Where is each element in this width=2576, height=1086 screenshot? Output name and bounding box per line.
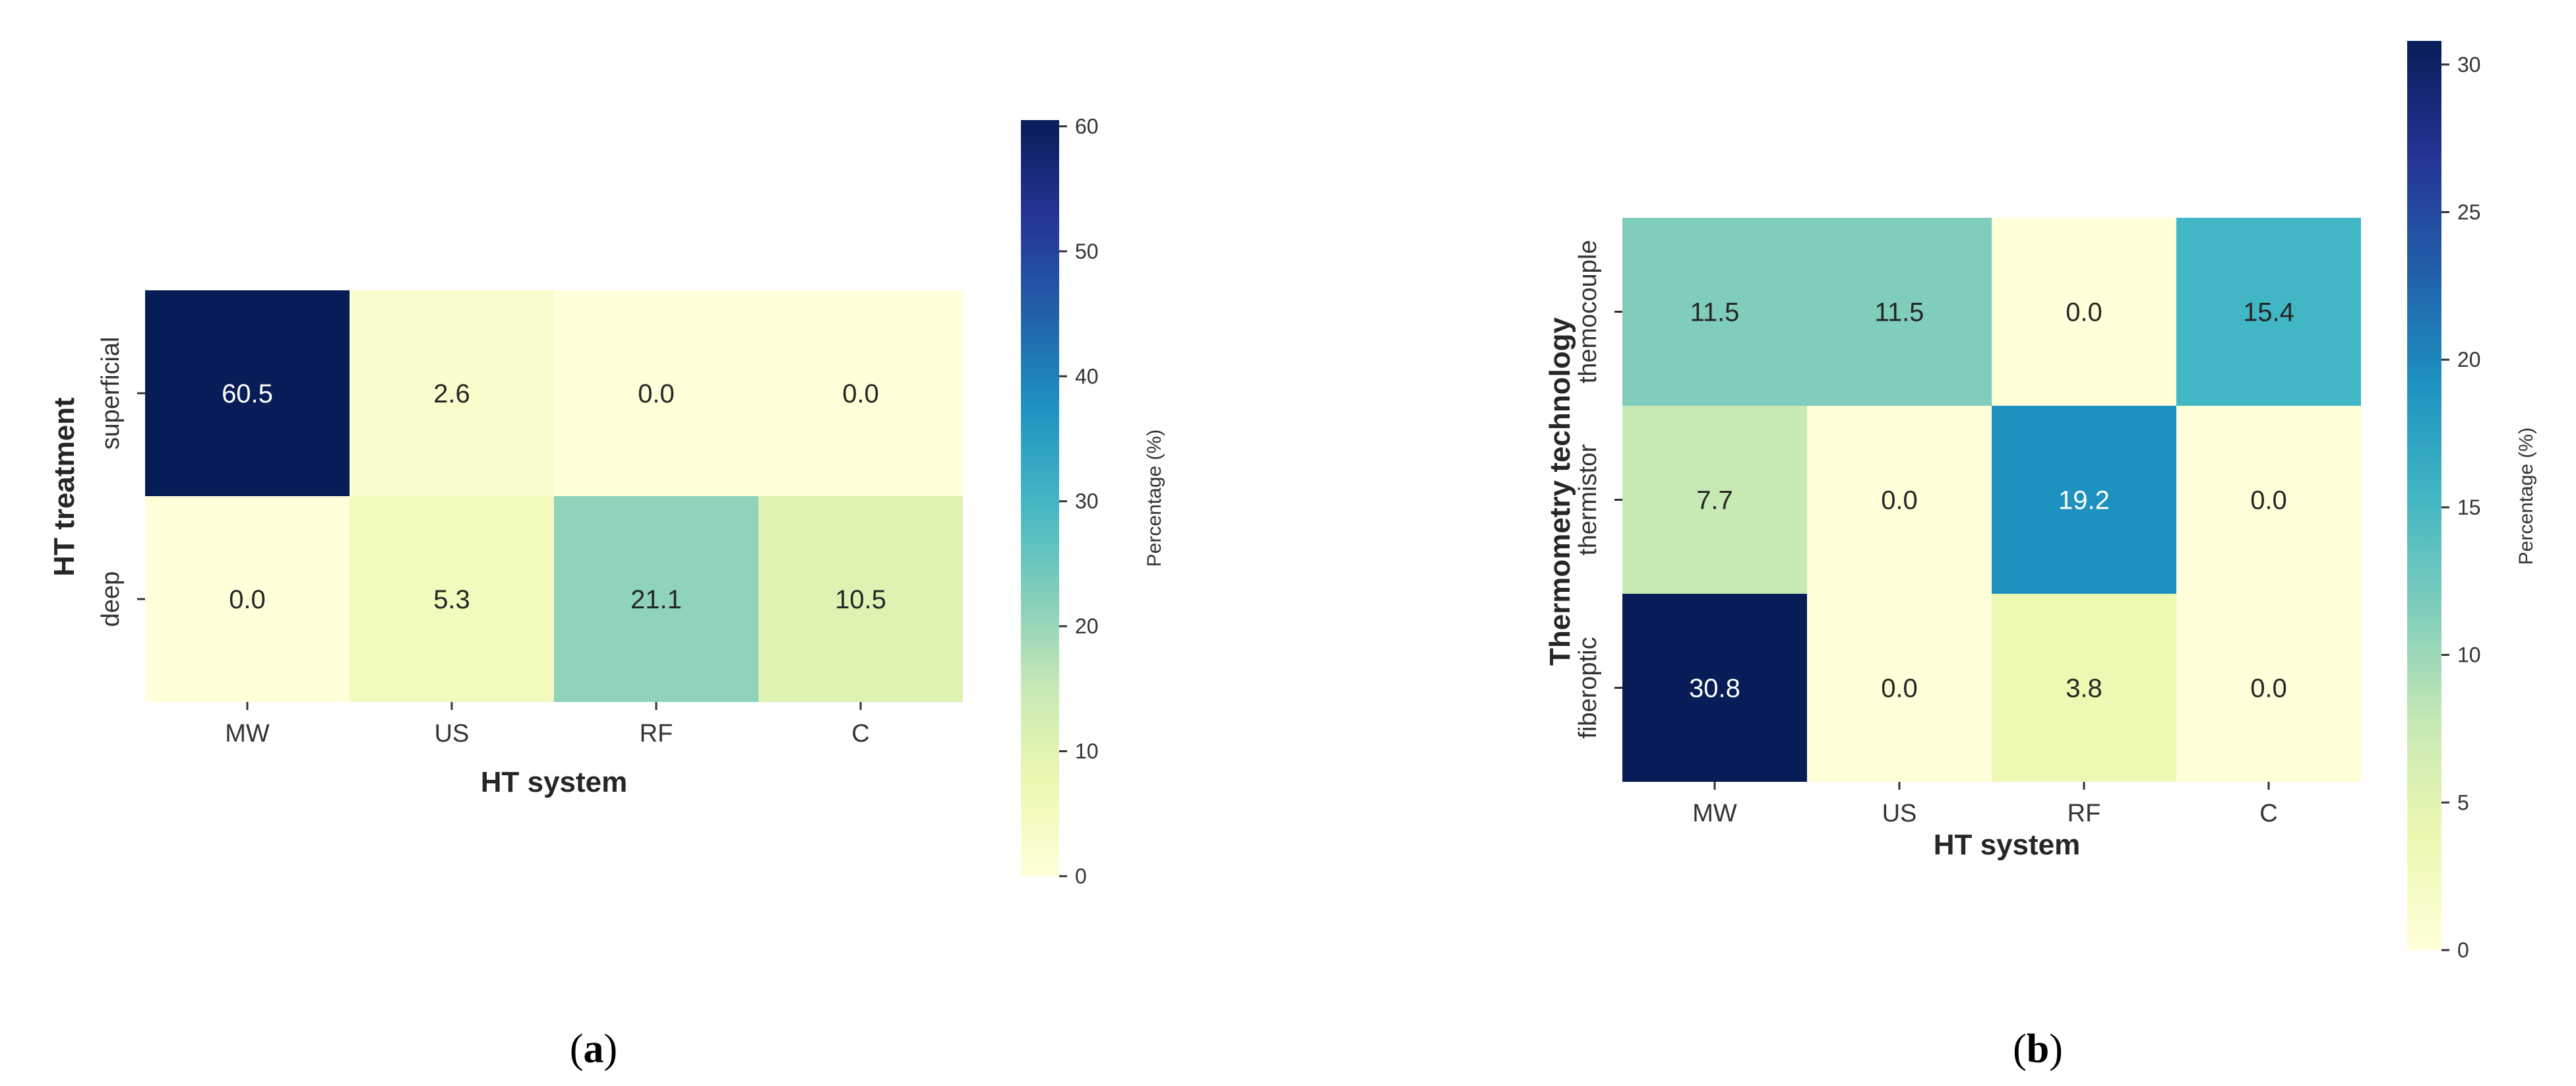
heatmap-b-colorbar-tick-label: 10 bbox=[2457, 643, 2481, 667]
heatmap-a-x-tick-label: RF bbox=[640, 720, 673, 748]
heatmap-b-cell-value: 0.0 bbox=[1881, 486, 1918, 515]
heatmap-a-x-tick-label: US bbox=[435, 720, 470, 748]
heatmap-a-y-tick-label: deep bbox=[97, 571, 125, 627]
heatmap-b-colorbar-tick-label: 20 bbox=[2457, 348, 2481, 371]
panel-label-b-open: ( bbox=[2013, 1027, 2027, 1071]
heatmap-a-x-tick-label: MW bbox=[225, 720, 270, 748]
heatmap-b-cell bbox=[2176, 218, 2361, 406]
heatmap-a-colorbar-label: Percentage (%) bbox=[1144, 430, 1165, 567]
panel-label-a-open: ( bbox=[570, 1027, 584, 1071]
heatmap-a-cell bbox=[758, 290, 963, 496]
heatmap-a-cell bbox=[350, 290, 554, 496]
panel-label-b: (b) bbox=[2013, 1027, 2063, 1071]
heatmap-b-cell bbox=[2176, 406, 2361, 594]
heatmap-b-y-tick-label: fiberoptic bbox=[1574, 637, 1602, 738]
heatmap-b-y-axis-label: Thermometry technology bbox=[1544, 317, 1576, 666]
heatmap-a-cell-value: 0.0 bbox=[229, 585, 266, 614]
heatmap-a-cell bbox=[758, 496, 963, 702]
heatmap-a-y-axis-label: HT treatment bbox=[48, 397, 80, 577]
heatmap-a-cell-value: 0.0 bbox=[638, 379, 675, 408]
heatmap-a-cell-value: 5.3 bbox=[433, 585, 470, 614]
heatmap-b-colorbar-tick-label: 0 bbox=[2457, 938, 2469, 962]
heatmap-a-x-ticks: MW US RF C bbox=[225, 702, 870, 748]
heatmap-a-colorbar bbox=[1021, 120, 1059, 876]
heatmap-a-colorbar-tick-label: 60 bbox=[1075, 114, 1099, 138]
heatmap-b-colorbar-label: Percentage (%) bbox=[2515, 428, 2537, 565]
heatmap-a-cell-value: 21.1 bbox=[630, 585, 682, 614]
heatmap-a-cell-value: 60.5 bbox=[222, 379, 273, 408]
heatmap-a-cell bbox=[554, 290, 758, 496]
heatmap-b-y-ticks: themocouple thermistor fiberoptic bbox=[1574, 240, 1622, 739]
heatmap-b-colorbar-tick-label: 25 bbox=[2457, 200, 2481, 224]
heatmap-a-cell bbox=[554, 496, 758, 702]
heatmap-panel-a: 60.5 2.6 0.0 0.0 0.0 5.3 21.1 10.5 MW US RF C supe… bbox=[48, 114, 1165, 1071]
heatmap-b-cell-value: 30.8 bbox=[1689, 674, 1740, 703]
heatmap-b-cell-value: 15.4 bbox=[2243, 298, 2294, 327]
heatmap-a-x-axis-label: HT system bbox=[481, 766, 628, 798]
heatmap-b-x-tick-label: US bbox=[1882, 800, 1917, 827]
heatmap-a-colorbar-tick-label: 20 bbox=[1075, 614, 1099, 638]
heatmap-b-cell bbox=[1992, 218, 2176, 406]
heatmap-b-cell-value: 7.7 bbox=[1696, 486, 1733, 515]
heatmap-b-cell bbox=[1622, 406, 1807, 594]
heatmap-a-cell-value: 2.6 bbox=[433, 379, 470, 408]
heatmap-b-cell bbox=[1807, 594, 1992, 782]
heatmap-a-y-ticks: superficial deep bbox=[97, 336, 145, 627]
heatmap-a-cell-value: 10.5 bbox=[835, 585, 886, 614]
heatmap-b-x-axis-label: HT system bbox=[1934, 829, 2081, 861]
heatmap-a-cell-value: 0.0 bbox=[842, 379, 879, 408]
heatmap-b-cell-value: 19.2 bbox=[2058, 486, 2110, 515]
heatmap-b-cells: 11.5 11.5 0.0 15.4 7.7 0.0 19.2 0.0 30.8 0.0 3.8 0.… bbox=[1622, 218, 2361, 782]
panel-label-a-letter: a bbox=[584, 1027, 604, 1071]
heatmap-a-y-tick-label: superficial bbox=[97, 336, 125, 449]
heatmap-a-cell bbox=[145, 496, 350, 702]
panel-label-a-close: ) bbox=[604, 1027, 618, 1071]
heatmap-b-y-tick-label: thermistor bbox=[1574, 444, 1602, 556]
heatmap-b-cell-value: 11.5 bbox=[1690, 298, 1740, 327]
heatmap-a-colorbar-tick-label: 40 bbox=[1075, 364, 1099, 388]
heatmap-b-y-tick-label: themocouple bbox=[1574, 240, 1602, 384]
heatmap-b-cell bbox=[1622, 218, 1807, 406]
heatmap-b-colorbar-tick-label: 30 bbox=[2457, 53, 2481, 77]
heatmap-a-colorbar-tick-label: 30 bbox=[1075, 490, 1099, 513]
heatmap-a-colorbar-tick-label: 50 bbox=[1075, 240, 1099, 263]
heatmap-a-x-tick-label: C bbox=[851, 720, 869, 748]
heatmap-b-cell bbox=[1622, 594, 1807, 782]
heatmap-b-x-tick-label: RF bbox=[2068, 800, 2101, 827]
heatmap-b-colorbar-tick-label: 15 bbox=[2457, 495, 2481, 519]
heatmap-b-cell bbox=[1807, 406, 1992, 594]
heatmap-b-x-tick-label: MW bbox=[1692, 800, 1737, 827]
heatmap-b-cell bbox=[1992, 406, 2176, 594]
panel-label-b-letter: b bbox=[2027, 1027, 2049, 1071]
heatmap-panel-b: 11.5 11.5 0.0 15.4 7.7 0.0 19.2 0.0 30.8 0.0 3.8 0.… bbox=[1544, 41, 2537, 1071]
heatmap-a-colorbar-tick-label: 10 bbox=[1075, 740, 1099, 763]
heatmap-b-cell bbox=[2176, 594, 2361, 782]
heatmap-b-cell-value: 0.0 bbox=[2250, 674, 2287, 703]
heatmap-b-cell-value: 3.8 bbox=[2066, 674, 2102, 703]
heatmap-b-x-ticks: MW US RF C bbox=[1692, 782, 2278, 827]
heatmap-a-cell bbox=[145, 290, 350, 496]
heatmap-b-cell-value: 0.0 bbox=[2250, 486, 2287, 515]
heatmap-a-cell bbox=[350, 496, 554, 702]
heatmap-b-colorbar-tick-label: 5 bbox=[2457, 790, 2469, 814]
heatmap-b-cell bbox=[1992, 594, 2176, 782]
heatmap-b-colorbar-ticks: 0 5 10 15 20 25 30 bbox=[2441, 53, 2481, 962]
heatmap-b-colorbar bbox=[2407, 41, 2441, 950]
heatmap-a-colorbar-ticks: 0 10 20 30 40 50 60 bbox=[1059, 114, 1099, 888]
heatmap-b-cell-value: 0.0 bbox=[2066, 298, 2102, 327]
panel-label-b-close: ) bbox=[2049, 1027, 2063, 1071]
heatmap-b-cell bbox=[1807, 218, 1992, 406]
heatmap-a-colorbar-tick-label: 0 bbox=[1075, 864, 1087, 888]
heatmap-b-cell-value: 0.0 bbox=[1881, 674, 1918, 703]
panel-label-a: (a) bbox=[570, 1027, 617, 1071]
heatmap-b-x-tick-label: C bbox=[2259, 800, 2277, 827]
heatmap-a-cells: 60.5 2.6 0.0 0.0 0.0 5.3 21.1 10.5 bbox=[145, 290, 963, 702]
heatmap-b-cell-value: 11.5 bbox=[1875, 298, 1924, 327]
